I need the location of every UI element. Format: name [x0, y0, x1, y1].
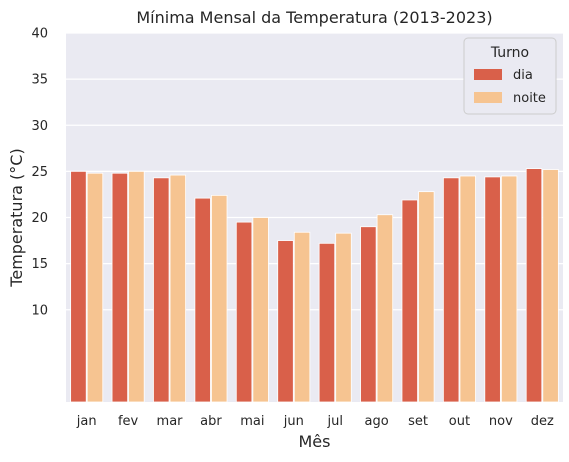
y-tick-label: 30 [31, 119, 48, 134]
bar-noite-fev [128, 170, 145, 403]
legend-swatch-noite [474, 92, 502, 103]
bar-dia-abr [194, 197, 211, 403]
x-tick-label: mai [240, 414, 264, 429]
x-tick-label: out [449, 414, 470, 429]
bar-noite-set [418, 191, 435, 403]
y-tick-label: 10 [31, 303, 48, 318]
legend-label-dia: dia [513, 68, 533, 83]
bar-dia-jul [318, 242, 336, 403]
bar-noite-jan [86, 172, 104, 403]
bar-dia-ago [360, 226, 377, 403]
bar-dia-mar [153, 177, 170, 403]
bar-noite-jun [293, 231, 311, 403]
x-axis-ticks: jan fev mar abr mai jun jul ago set out nov dez [76, 414, 554, 429]
y-tick-label: 20 [31, 211, 48, 226]
x-tick-label: ago [365, 414, 389, 429]
bar-dia-mai [235, 221, 253, 403]
legend-label-noite: noite [513, 91, 546, 106]
x-tick-label: jul [326, 414, 342, 429]
y-axis-title: Temperatura (°C) [7, 148, 26, 287]
bar-noite-out [459, 175, 476, 403]
x-tick-label: nov [489, 414, 513, 429]
bar-dia-dez [525, 168, 543, 403]
chart-title: Mínima Mensal da Temperatura (2013-2023) [136, 8, 492, 27]
bar-dia-jan [70, 170, 87, 403]
bar-dia-jun [277, 240, 294, 403]
legend: Turno dia noite [463, 37, 557, 115]
bar-noite-mai [252, 217, 269, 403]
bar-noite-abr [211, 194, 228, 403]
y-tick-label: 35 [31, 73, 48, 88]
bar-dia-fev [111, 172, 129, 403]
bar-dia-out [442, 177, 460, 403]
x-tick-label: mar [157, 414, 184, 429]
bar-noite-dez [542, 169, 559, 403]
x-tick-label: set [408, 414, 428, 429]
x-tick-label: jun [283, 414, 304, 429]
bar-noite-jul [335, 232, 352, 403]
bar-dia-nov [484, 176, 501, 403]
x-tick-label: abr [200, 414, 222, 429]
legend-swatch-dia [474, 69, 502, 80]
bar-noite-nov [500, 175, 518, 403]
y-axis-ticks: 10 15 20 25 30 35 40 [31, 27, 48, 319]
legend-items: dia noite [474, 68, 546, 106]
x-tick-label: jan [76, 414, 97, 429]
y-tick-label: 25 [31, 165, 48, 180]
bars [70, 168, 559, 403]
x-tick-label: dez [531, 414, 554, 429]
bar-dia-set [401, 199, 418, 403]
legend-title: Turno [490, 45, 529, 61]
y-tick-label: 40 [31, 27, 48, 42]
x-tick-label: fev [118, 414, 139, 429]
x-axis-title: Mês [299, 432, 331, 451]
bar-noite-mar [169, 174, 187, 403]
y-tick-label: 15 [31, 257, 48, 272]
bar-noite-ago [376, 214, 394, 403]
